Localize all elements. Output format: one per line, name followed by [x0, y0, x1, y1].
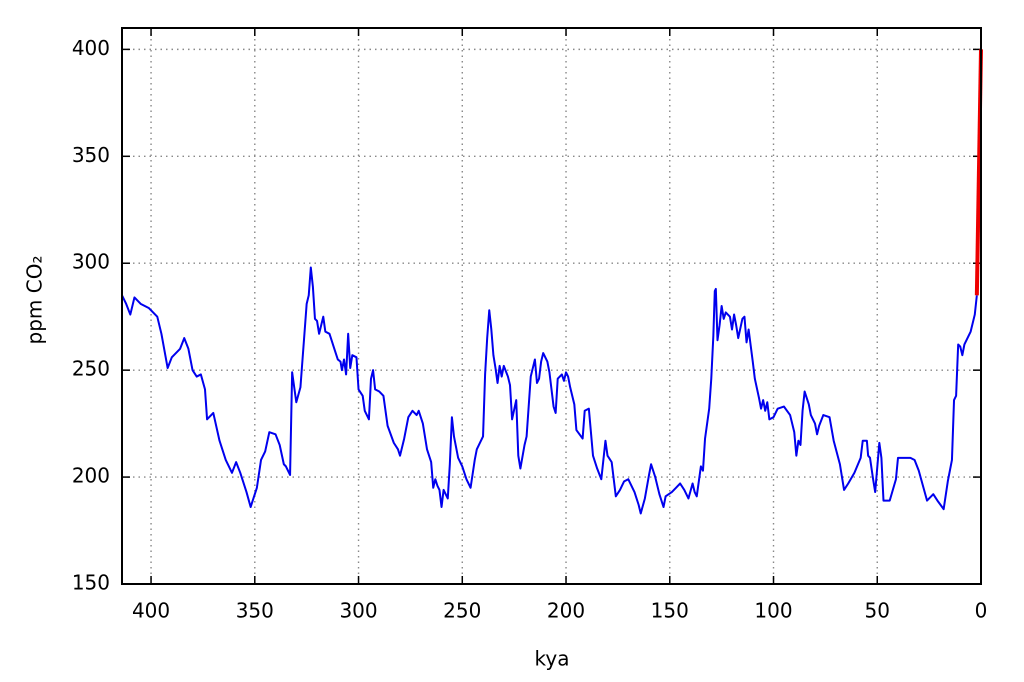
x-tick-label: 50 — [865, 599, 890, 623]
x-tick-label: 150 — [651, 599, 689, 623]
x-tick-label: 200 — [547, 599, 585, 623]
y-axis-label: ppm CO₂ — [23, 256, 47, 345]
plot-frame — [121, 27, 982, 585]
y-tick-label: 150 — [72, 571, 110, 595]
y-tick-label: 400 — [72, 36, 110, 60]
x-tick-label: 350 — [236, 599, 274, 623]
x-axis-label: kya — [535, 647, 570, 671]
x-tick-label: 250 — [443, 599, 481, 623]
y-tick-label: 300 — [72, 250, 110, 274]
x-tick-label: 100 — [754, 599, 792, 623]
y-tick-label: 350 — [72, 143, 110, 167]
data-line — [121, 266, 978, 515]
x-tick-label: 0 — [975, 599, 988, 623]
x-tick-label: 300 — [339, 599, 377, 623]
x-tick-label: 400 — [132, 599, 170, 623]
y-tick-label: 200 — [72, 464, 110, 488]
y-tick-label: 250 — [72, 357, 110, 381]
